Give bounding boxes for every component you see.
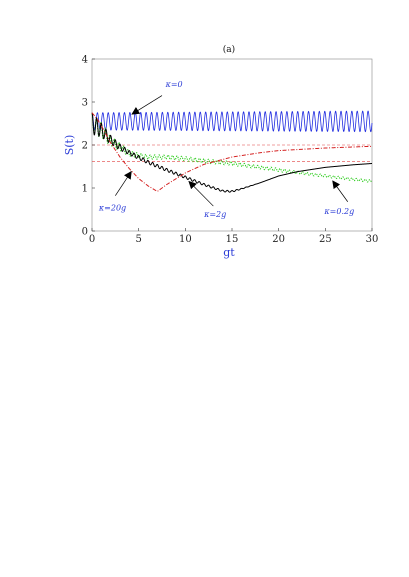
y-axis-label: S(t) [63, 135, 76, 156]
y-tick-label-2: 2 [82, 141, 88, 152]
y-tick-label-1: 1 [82, 184, 88, 195]
x-tick-label-5: 5 [135, 234, 141, 245]
x-tick-label-30: 30 [366, 234, 379, 245]
annotation-label-3: κ=0.2g [323, 207, 354, 216]
annotation-arrow-2 [188, 180, 214, 207]
x-tick-label-0: 0 [89, 234, 95, 245]
series-line-k02g [91, 113, 373, 183]
series-line-k20g [91, 112, 373, 192]
annotation-arrow-1 [115, 170, 132, 196]
annotation-label-2: κ=2g [203, 210, 226, 219]
y-axis: 0 1 2 3 4 [82, 55, 95, 238]
annotation-label-0: κ=0 [165, 80, 183, 89]
y-tick-label-3: 3 [82, 98, 88, 109]
panel-label: (a) [223, 44, 235, 55]
x-axis-label: gt [223, 246, 235, 259]
x-tick-label-10: 10 [179, 234, 192, 245]
annotation-label-1: κ=20g [98, 203, 126, 212]
series-line-k2g [91, 112, 373, 193]
annotations: κ=0 κ=20g κ=2g κ=0.2g [98, 80, 354, 219]
annotation-arrow-3 [332, 180, 349, 202]
annotation-arrow-0 [131, 95, 163, 115]
x-tick-label-15: 15 [226, 234, 239, 245]
series-line-k0 [91, 110, 373, 133]
x-axis: 0 5 10 15 20 25 30 [89, 228, 379, 245]
y-tick-label-4: 4 [82, 55, 88, 66]
x-tick-label-25: 25 [319, 234, 332, 245]
y-tick-label-0: 0 [82, 227, 88, 238]
series-layer [91, 110, 373, 193]
reference-lines [92, 144, 372, 162]
x-tick-label-20: 20 [272, 234, 285, 245]
